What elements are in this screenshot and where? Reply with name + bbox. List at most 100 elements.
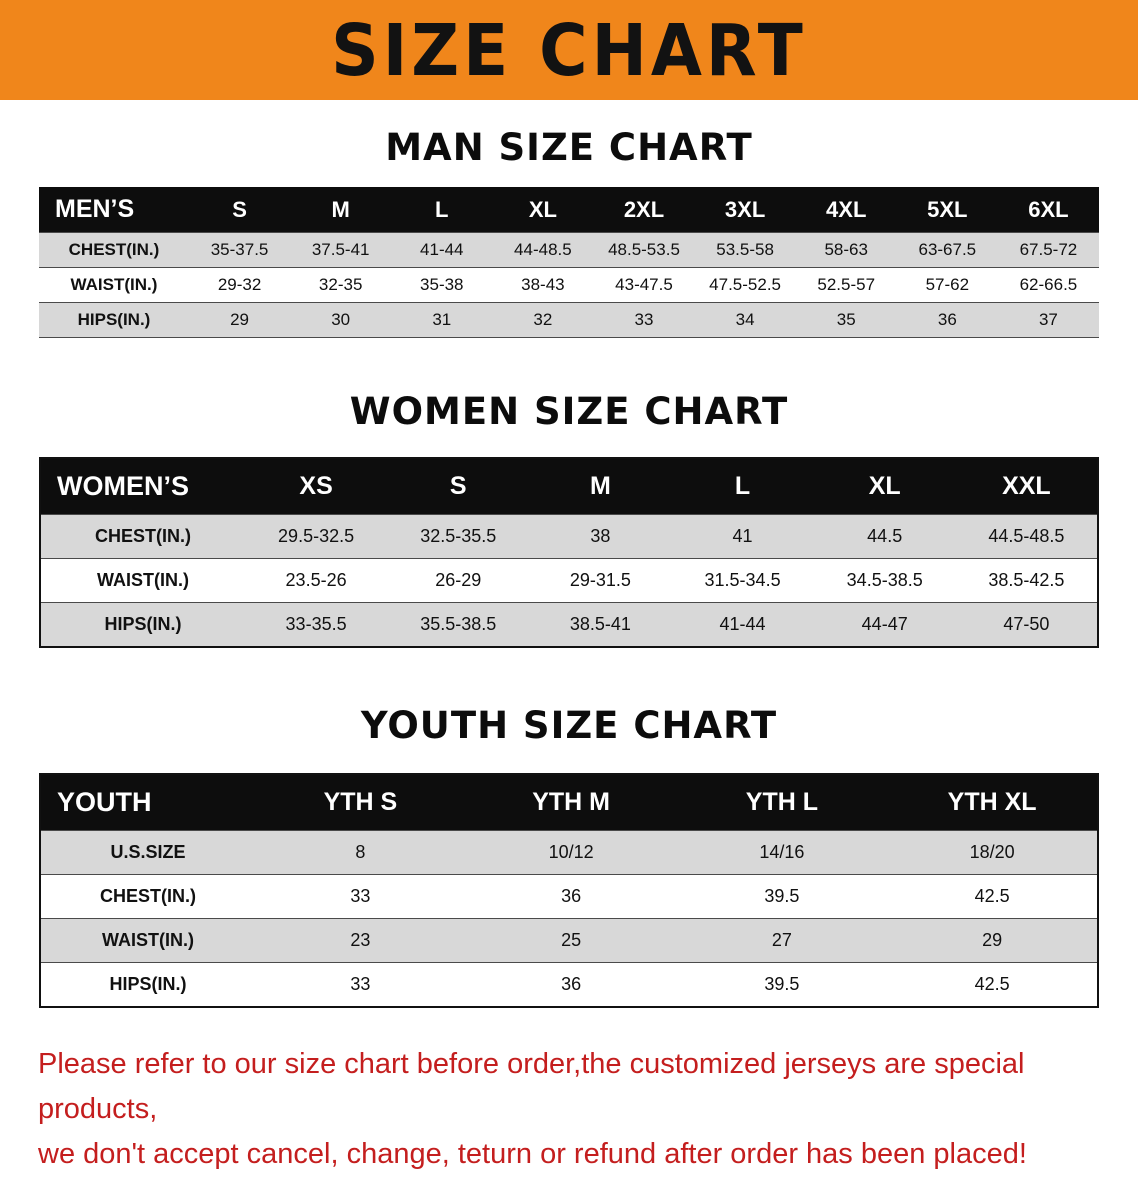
table-row: U.S.SIZE 8 10/12 14/16 18/20 <box>40 830 1098 875</box>
size-value-cell: 41 <box>732 526 753 546</box>
section-women: WOMEN SIZE CHART WOMEN’S XS S M L XL XXL CHEST(… <box>0 390 1138 648</box>
size-value-cell: 44-48.5 <box>514 240 572 259</box>
table-corner-label: YOUTH <box>40 774 255 831</box>
size-value-cell: 35.5-38.5 <box>420 614 497 634</box>
size-column-header: 6XL <box>997 187 1099 233</box>
size-value-cell: 36 <box>937 310 957 329</box>
size-value-cell: 38.5-41 <box>569 614 631 634</box>
size-value-cell: 31 <box>432 310 452 329</box>
size-value-cell: 41-44 <box>719 614 766 634</box>
size-value-cell: 48.5-53.5 <box>608 240 680 259</box>
size-column-header: YTH XL <box>887 774 1098 831</box>
row-label: WAIST(IN.) <box>70 275 158 294</box>
size-value-cell: 32 <box>533 310 553 329</box>
row-label: HIPS(IN.) <box>104 614 182 634</box>
table-row: CHEST(IN.) 33 36 39.5 42.5 <box>40 874 1098 919</box>
table-row: CHEST(IN.) 35-37.5 37.5-41 41-44 44-48.5 48.5… <box>39 232 1099 268</box>
size-value-cell: 29 <box>230 310 250 329</box>
size-column-header: M <box>529 458 672 515</box>
size-value-cell: 52.5-57 <box>817 275 876 294</box>
size-value-cell: 44-47 <box>861 614 908 634</box>
table-row: WAIST(IN.) 23 25 27 29 <box>40 918 1098 963</box>
size-value-cell: 33 <box>350 886 371 906</box>
banner: SIZE CHART <box>0 0 1138 100</box>
size-value-cell: 47.5-52.5 <box>709 275 782 294</box>
table-corner-label: MEN’S <box>39 187 189 233</box>
youth-section-heading: YOUTH SIZE CHART <box>360 704 778 747</box>
section-men: MAN SIZE CHART MEN’S S M L XL 2XL 3XL 4XL 5XL 6XL… <box>0 126 1138 338</box>
size-value-cell: 23 <box>350 930 371 950</box>
table-row: HIPS(IN.) 33 36 39.5 42.5 <box>40 962 1098 1008</box>
size-value-cell: 44.5-48.5 <box>988 526 1065 546</box>
size-value-cell: 39.5 <box>764 886 800 906</box>
size-value-cell: 35 <box>836 310 856 329</box>
size-column-header: XL <box>813 458 956 515</box>
size-value-cell: 38-43 <box>521 275 565 294</box>
youth-size-table: YOUTH YTH S YTH M YTH L YTH XL U.S.SIZE 8 10/12… <box>39 773 1099 1008</box>
size-value-cell: 30 <box>331 310 351 329</box>
size-value-cell: 33 <box>350 974 371 994</box>
size-value-cell: 47-50 <box>1003 614 1050 634</box>
men-size-table: MEN’S S M L XL 2XL 3XL 4XL 5XL 6XL CHEST(IN.) 35-37… <box>39 187 1099 338</box>
section-youth: YOUTH SIZE CHART YOUTH YTH S YTH M YTH L YTH… <box>0 704 1138 1008</box>
size-column-header: M <box>290 187 392 233</box>
row-label: CHEST(IN.) <box>68 240 160 259</box>
table-row: HIPS(IN.) 29 30 31 32 33 34 35 36 37 <box>39 302 1099 338</box>
table-header-row: MEN’S S M L XL 2XL 3XL 4XL 5XL 6XL <box>39 187 1099 233</box>
table-header-row: YOUTH YTH S YTH M YTH L YTH XL <box>40 774 1098 831</box>
size-column-header: XS <box>245 458 388 515</box>
size-value-cell: 10/12 <box>548 842 594 862</box>
size-value-cell: 26-29 <box>435 570 482 590</box>
row-label: CHEST(IN.) <box>100 886 196 906</box>
table-row: WAIST(IN.) 29-32 32-35 35-38 38-43 43-47.5 47.… <box>39 267 1099 303</box>
size-value-cell: 33-35.5 <box>285 614 347 634</box>
disclaimer-line-2: we don't accept cancel, change, teturn o… <box>38 1137 1027 1170</box>
size-value-cell: 41-44 <box>420 240 464 259</box>
size-column-header: S <box>189 187 291 233</box>
size-value-cell: 42.5 <box>974 886 1010 906</box>
size-column-header: 2XL <box>593 187 695 233</box>
size-column-header: S <box>387 458 530 515</box>
women-section-heading: WOMEN SIZE CHART <box>349 390 789 433</box>
size-value-cell: 58-63 <box>824 240 868 259</box>
size-value-cell: 8 <box>355 842 366 862</box>
main-content: MAN SIZE CHART MEN’S S M L XL 2XL 3XL 4XL 5XL 6XL… <box>0 126 1138 1203</box>
table-row: WAIST(IN.) 23.5-26 26-29 29-31.5 31.5-34.5 34… <box>40 558 1098 603</box>
size-value-cell: 44.5 <box>867 526 903 546</box>
size-column-header: YTH L <box>676 774 888 831</box>
size-value-cell: 29-31.5 <box>569 570 631 590</box>
size-value-cell: 27 <box>771 930 792 950</box>
size-value-cell: 23.5-26 <box>285 570 347 590</box>
size-value-cell: 42.5 <box>974 974 1010 994</box>
size-value-cell: 29.5-32.5 <box>278 526 355 546</box>
size-value-cell: 29-32 <box>217 275 262 294</box>
size-column-header: XL <box>492 187 594 233</box>
size-value-cell: 38.5-42.5 <box>988 570 1065 590</box>
size-value-cell: 32.5-35.5 <box>420 526 497 546</box>
size-value-cell: 14/16 <box>759 842 805 862</box>
size-value-cell: 36 <box>561 886 582 906</box>
size-column-header: YTH S <box>255 774 466 831</box>
size-value-cell: 31.5-34.5 <box>704 570 781 590</box>
men-section-heading: MAN SIZE CHART <box>385 126 753 169</box>
row-label: HIPS(IN.) <box>77 310 151 329</box>
size-value-cell: 36 <box>561 974 582 994</box>
size-value-cell: 39.5 <box>764 974 800 994</box>
row-label: CHEST(IN.) <box>95 526 191 546</box>
size-column-header: L <box>671 458 814 515</box>
table-corner-label: WOMEN’S <box>40 458 245 515</box>
size-value-cell: 32-35 <box>318 275 363 294</box>
row-label: HIPS(IN.) <box>109 974 187 994</box>
size-value-cell: 38 <box>590 526 611 546</box>
size-value-cell: 34 <box>735 310 755 329</box>
row-label: U.S.SIZE <box>110 842 186 862</box>
size-value-cell: 29 <box>982 930 1003 950</box>
size-value-cell: 67.5-72 <box>1019 240 1078 259</box>
row-label: WAIST(IN.) <box>102 930 194 950</box>
size-value-cell: 35-38 <box>420 275 464 294</box>
table-row: HIPS(IN.) 33-35.5 35.5-38.5 38.5-41 41-44 44-… <box>40 602 1098 647</box>
size-value-cell: 33 <box>634 310 654 329</box>
size-value-cell: 34.5-38.5 <box>846 570 923 590</box>
size-column-header: 5XL <box>896 187 998 233</box>
